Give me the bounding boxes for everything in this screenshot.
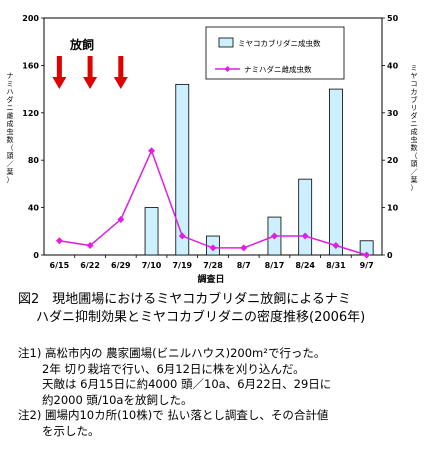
y-right-label-char: ）: [411, 184, 418, 192]
release-arrow: [52, 56, 67, 89]
y-right-tick-label: 20: [387, 156, 399, 165]
release-arrows: [52, 56, 128, 89]
note-line: 注2) 圃場内10カ所(10株)で 払い落とし調査し、その合計値: [18, 408, 329, 422]
y-left-tick-label: 0: [33, 251, 39, 260]
y-right-tick-label: 50: [387, 14, 399, 23]
line-point: [55, 237, 63, 245]
y-left-tick-label: 200: [22, 14, 39, 23]
x-axis-label: 調査日: [197, 273, 224, 285]
figure-caption: 図2 現地圃場におけるミヤコカブリダニ放飼によるナミ ハダニ抑制効果とミヤコカブ…: [18, 291, 418, 327]
line-point: [209, 244, 217, 252]
y-left-label-char: 虫: [7, 127, 14, 136]
y-right-label-char: 成: [411, 127, 418, 136]
y-left-tick-label: 120: [22, 109, 39, 118]
y-axis-right-ticks: 0 10 20 30 40 50: [382, 14, 399, 260]
y-right-label-char: コ: [411, 80, 418, 88]
line-point: [270, 232, 278, 240]
x-axis-ticks: 6/15 6/22 6/29 7/10 7/19 7/28 8/7 8/17 8/24 8/31 9…: [50, 255, 374, 270]
release-annotation: 放飼: [69, 37, 94, 52]
y-right-label-char: 虫: [411, 135, 418, 144]
y-left-tick-label: 40: [28, 204, 40, 213]
x-tick-label: 8/31: [326, 261, 346, 270]
legend-bar-label: ミヤコカブリダニ成虫数: [238, 38, 321, 48]
line-point: [363, 251, 371, 259]
notes: 注1) 高松市内の 農家圃場(ビニルハウス)200m²で行った。 2年 切り栽培…: [18, 346, 418, 439]
line-point: [301, 232, 309, 240]
legend-bar-swatch: [218, 37, 234, 48]
caption-line-2: ハダニ抑制効果とミヤコカブリダニの密度推移(2006年): [36, 310, 366, 325]
y-left-tick-label: 160: [22, 61, 39, 70]
x-tick-label: 8/17: [265, 261, 285, 270]
line-point: [117, 215, 125, 223]
line-point: [332, 242, 340, 250]
legend-line-label: ナミハダニ雌成虫数: [244, 64, 312, 74]
y-right-label-char: リ: [411, 104, 418, 112]
x-tick-label: 8/7: [237, 261, 251, 270]
y-left-label-char: 成: [7, 119, 14, 128]
note-line: 天敵は 6月15日に約4000 頭／10a、6月22日、29日に: [42, 377, 332, 391]
y-left-label-char: 数: [7, 135, 14, 144]
y-left-label-char: 頭: [7, 152, 14, 160]
y-left-label-char: 葉: [7, 167, 14, 176]
bar: [175, 83, 190, 256]
note-line: を示した。: [42, 423, 100, 438]
x-tick-label: 6/15: [50, 261, 70, 270]
y-right-label-char: 頭: [411, 160, 418, 168]
line-point: [148, 147, 156, 155]
line-point: [240, 244, 248, 252]
release-arrow: [113, 56, 128, 89]
y-left-label-char: ニ: [7, 104, 14, 112]
x-tick-label: 6/29: [111, 261, 131, 270]
x-tick-label: 6/22: [80, 261, 100, 270]
y-axis-left-label: ナミハダニ雌成虫数（頭／葉）: [7, 72, 14, 184]
y-right-label-char: ／: [411, 168, 418, 176]
y-right-label-char: ブ: [411, 95, 418, 104]
y-right-tick-label: 0: [387, 251, 393, 260]
line-series: [55, 147, 371, 259]
x-tick-label: 7/10: [142, 261, 162, 270]
y-right-label-char: （: [411, 152, 418, 160]
y-right-label-char: カ: [411, 88, 418, 96]
release-arrow: [83, 56, 98, 89]
y-right-label-char: ダ: [411, 111, 418, 120]
bar: [329, 88, 343, 256]
note-line: 2年 切り栽培で行い、6月12日に株を刈り込んだ。: [42, 361, 305, 376]
legend-line-marker: [224, 66, 231, 72]
x-tick-label: 8/24: [295, 261, 315, 270]
line-point: [86, 242, 94, 250]
chart: 0 40 80 120 160 200 0 10 20 30 40 50 6/15 6/22 6/29 7…: [7, 14, 418, 285]
y-left-tick-label: 80: [28, 156, 40, 165]
y-left-label-char: ／: [7, 160, 14, 168]
bar: [144, 207, 159, 256]
y-left-label-char: ）: [7, 176, 14, 184]
note-line: 注1) 高松市内の 農家圃場(ビニルハウス)200m²で行った。: [18, 346, 326, 360]
y-left-label-char: ハ: [7, 88, 14, 96]
y-right-label-char: ヤ: [411, 72, 418, 80]
y-right-label-char: ミ: [411, 64, 418, 72]
x-tick-label: 9/7: [360, 261, 374, 270]
line-point: [178, 232, 186, 240]
legend: ミヤコカブリダニ成虫数 ナミハダニ雌成虫数: [205, 26, 345, 80]
y-right-tick-label: 40: [387, 61, 399, 70]
y-left-label-char: （: [7, 144, 14, 152]
y-right-label-char: 数: [411, 143, 418, 152]
y-left-label-char: ミ: [7, 80, 14, 88]
x-tick-label: 7/28: [203, 261, 223, 270]
y-right-label-char: 葉: [411, 175, 418, 184]
caption-line-1: 図2 現地圃場におけるミヤコカブリダニ放飼によるナミ: [18, 292, 351, 307]
y-left-label-char: ナ: [7, 72, 14, 80]
note-line: 約2000 頭/10aを放飼した。: [42, 392, 193, 407]
y-right-tick-label: 30: [387, 109, 399, 118]
y-left-label-char: ダ: [7, 95, 14, 104]
y-right-label-char: ニ: [411, 120, 418, 128]
y-axis-left-ticks: 0 40 80 120 160 200: [22, 14, 44, 260]
x-tick-label: 7/19: [172, 261, 192, 270]
y-left-label-char: 雌: [7, 111, 14, 120]
y-right-tick-label: 10: [387, 204, 399, 213]
bar: [298, 178, 313, 256]
y-axis-right-label: ミヤコカブリダニ成虫数（頭／葉）: [411, 64, 418, 192]
